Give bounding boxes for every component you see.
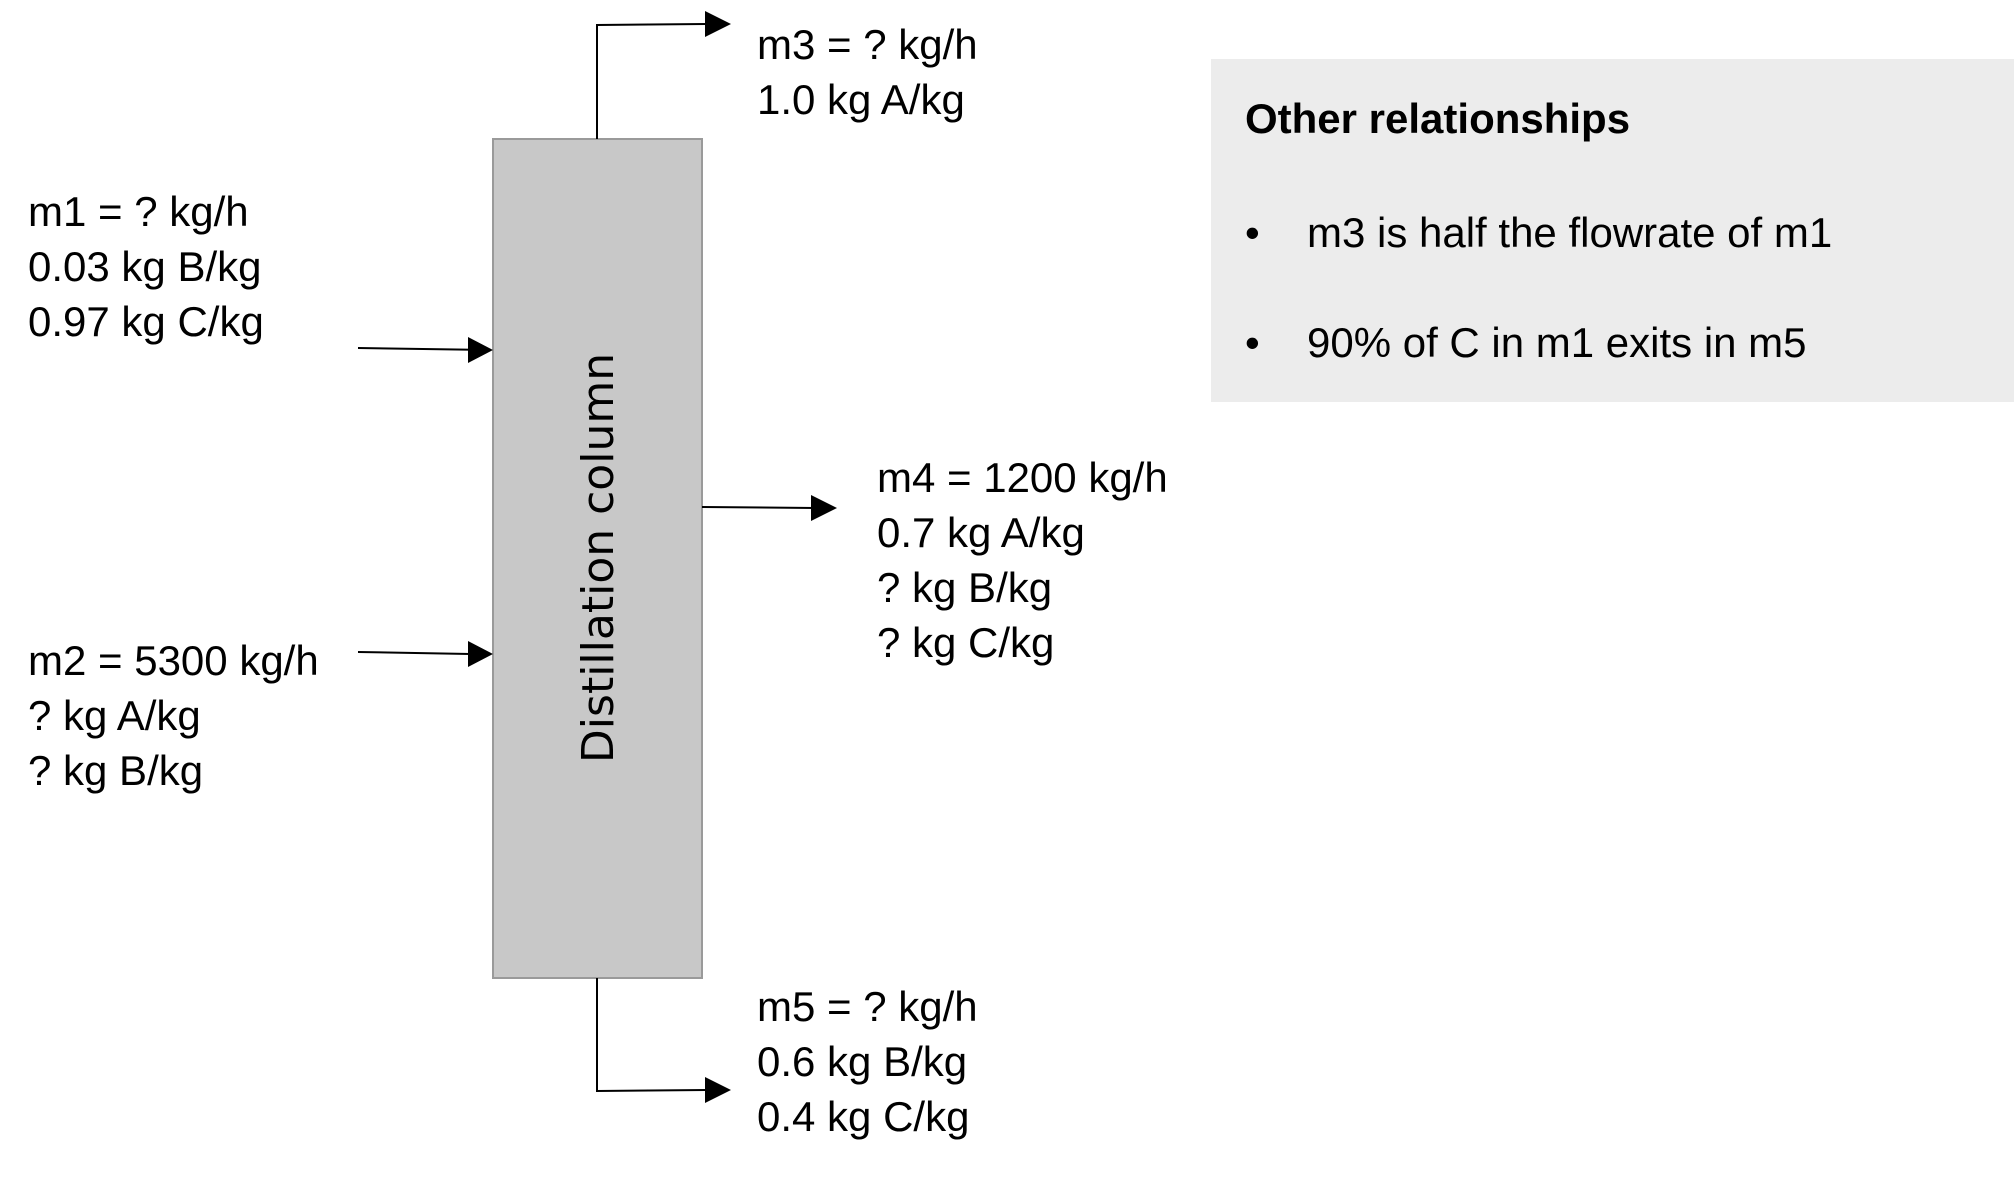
m5-stream-label: m5 = ? kg/h 0.6 kg B/kg 0.4 kg C/kg (757, 979, 978, 1144)
m2-inlet-arrow (357, 651, 471, 655)
m2-composition-b: ? kg B/kg (28, 747, 204, 794)
m3-flowrate: m3 = ? kg/h (757, 21, 978, 68)
column-label: Distillation column (573, 353, 624, 763)
m2-stream-label: m2 = 5300 kg/h ? kg A/kg ? kg B/kg (28, 633, 319, 798)
m3-composition-a: 1.0 kg A/kg (757, 76, 965, 123)
m5-arrowhead (705, 1077, 731, 1103)
other-relationships-panel: Other relationships • m3 is half the flow… (1211, 59, 2014, 402)
m4-flowrate: m4 = 1200 kg/h (877, 454, 1168, 501)
m5-flowrate: m5 = ? kg/h (757, 983, 978, 1030)
m2-composition-a: ? kg A/kg (28, 692, 201, 739)
m5-outlet-line (596, 978, 707, 1093)
relationship-item: • 90% of C in m1 exits in m5 (1245, 319, 1807, 367)
bullet-icon: • (1245, 209, 1260, 256)
distillation-column (492, 138, 703, 979)
m1-flowrate: m1 = ? kg/h (28, 188, 249, 235)
relationship-text: m3 is half the flowrate of m1 (1307, 209, 1833, 256)
m4-composition-a: 0.7 kg A/kg (877, 509, 1085, 556)
m5-composition-c: 0.4 kg C/kg (757, 1093, 970, 1140)
m3-outlet-line (596, 23, 707, 139)
m4-arrowhead (811, 495, 837, 521)
m5-composition-b: 0.6 kg B/kg (757, 1038, 968, 1085)
m2-arrowhead (468, 641, 493, 667)
m1-stream-label: m1 = ? kg/h 0.03 kg B/kg 0.97 kg C/kg (28, 184, 264, 349)
relationships-title: Other relationships (1245, 95, 1631, 142)
m4-composition-b: ? kg B/kg (877, 564, 1053, 611)
bullet-icon: • (1245, 319, 1260, 366)
m4-stream-label: m4 = 1200 kg/h 0.7 kg A/kg ? kg B/kg ? k… (877, 450, 1168, 670)
m3-stream-label: m3 = ? kg/h 1.0 kg A/kg (757, 17, 978, 127)
relationship-text: 90% of C in m1 exits in m5 (1307, 319, 1807, 366)
m1-composition-c: 0.97 kg C/kg (28, 298, 264, 345)
m1-composition-b: 0.03 kg B/kg (28, 243, 262, 290)
relationship-item: • m3 is half the flowrate of m1 (1245, 209, 1832, 257)
m2-flowrate: m2 = 5300 kg/h (28, 637, 319, 684)
m1-arrowhead (468, 337, 493, 363)
m4-outlet-line (701, 506, 816, 509)
m3-arrowhead (705, 11, 731, 37)
m4-composition-c: ? kg C/kg (877, 619, 1055, 666)
